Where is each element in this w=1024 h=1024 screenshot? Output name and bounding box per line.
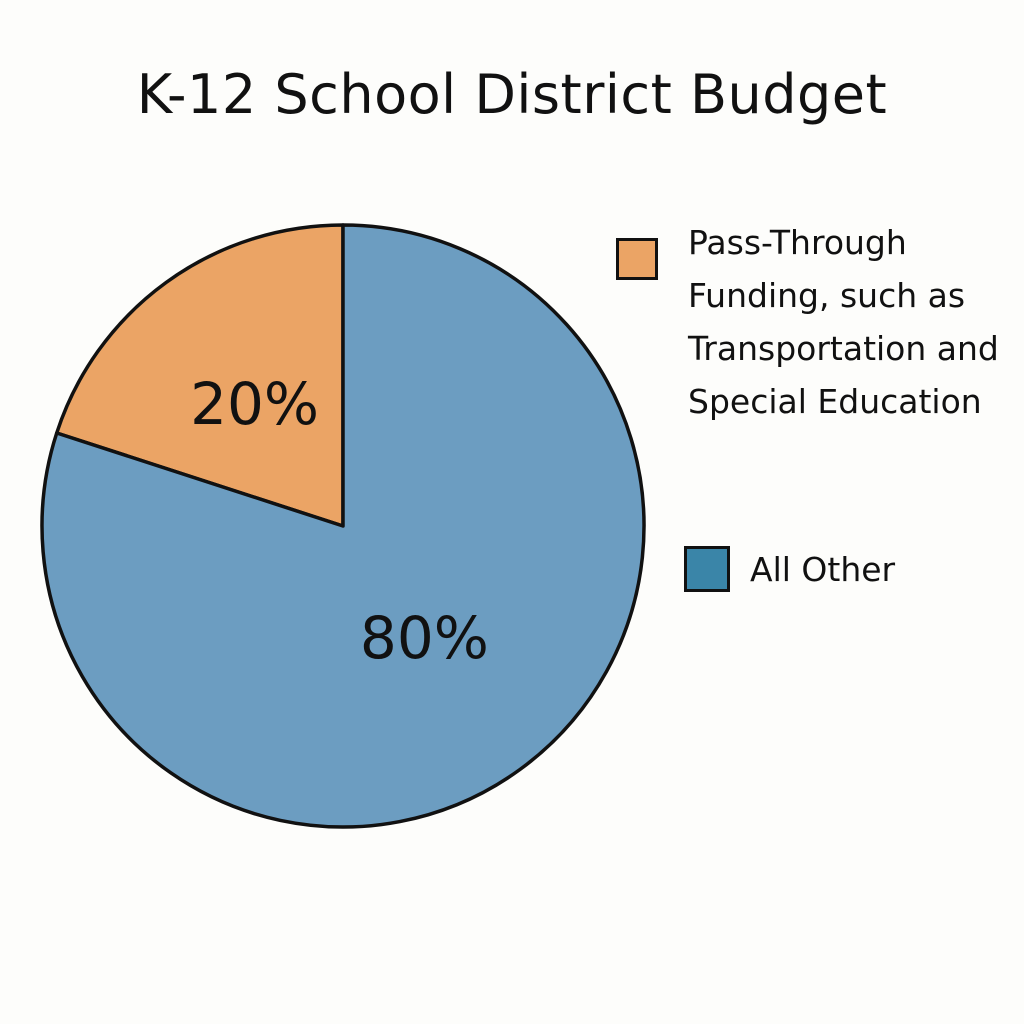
legend-label-all-other: All Other bbox=[750, 550, 896, 589]
pie-slice-pass-through bbox=[54, 223, 345, 528]
slice-label-all-other: 80% bbox=[360, 604, 489, 672]
chart-title: K-12 School District Budget bbox=[136, 63, 888, 126]
legend-swatch-pass-through bbox=[616, 238, 658, 280]
legend-item-all-other: All Other bbox=[684, 546, 895, 596]
legend-swatch-all-other bbox=[684, 546, 730, 592]
legend-item-pass-through: Pass-Through Funding, such as Transporta… bbox=[616, 223, 1008, 428]
legend-label-pass-through: Pass-Through Funding, such as Transporta… bbox=[688, 223, 999, 421]
pie-slice-all-other bbox=[40, 223, 646, 829]
slice-label-pass-through: 20% bbox=[190, 370, 319, 438]
